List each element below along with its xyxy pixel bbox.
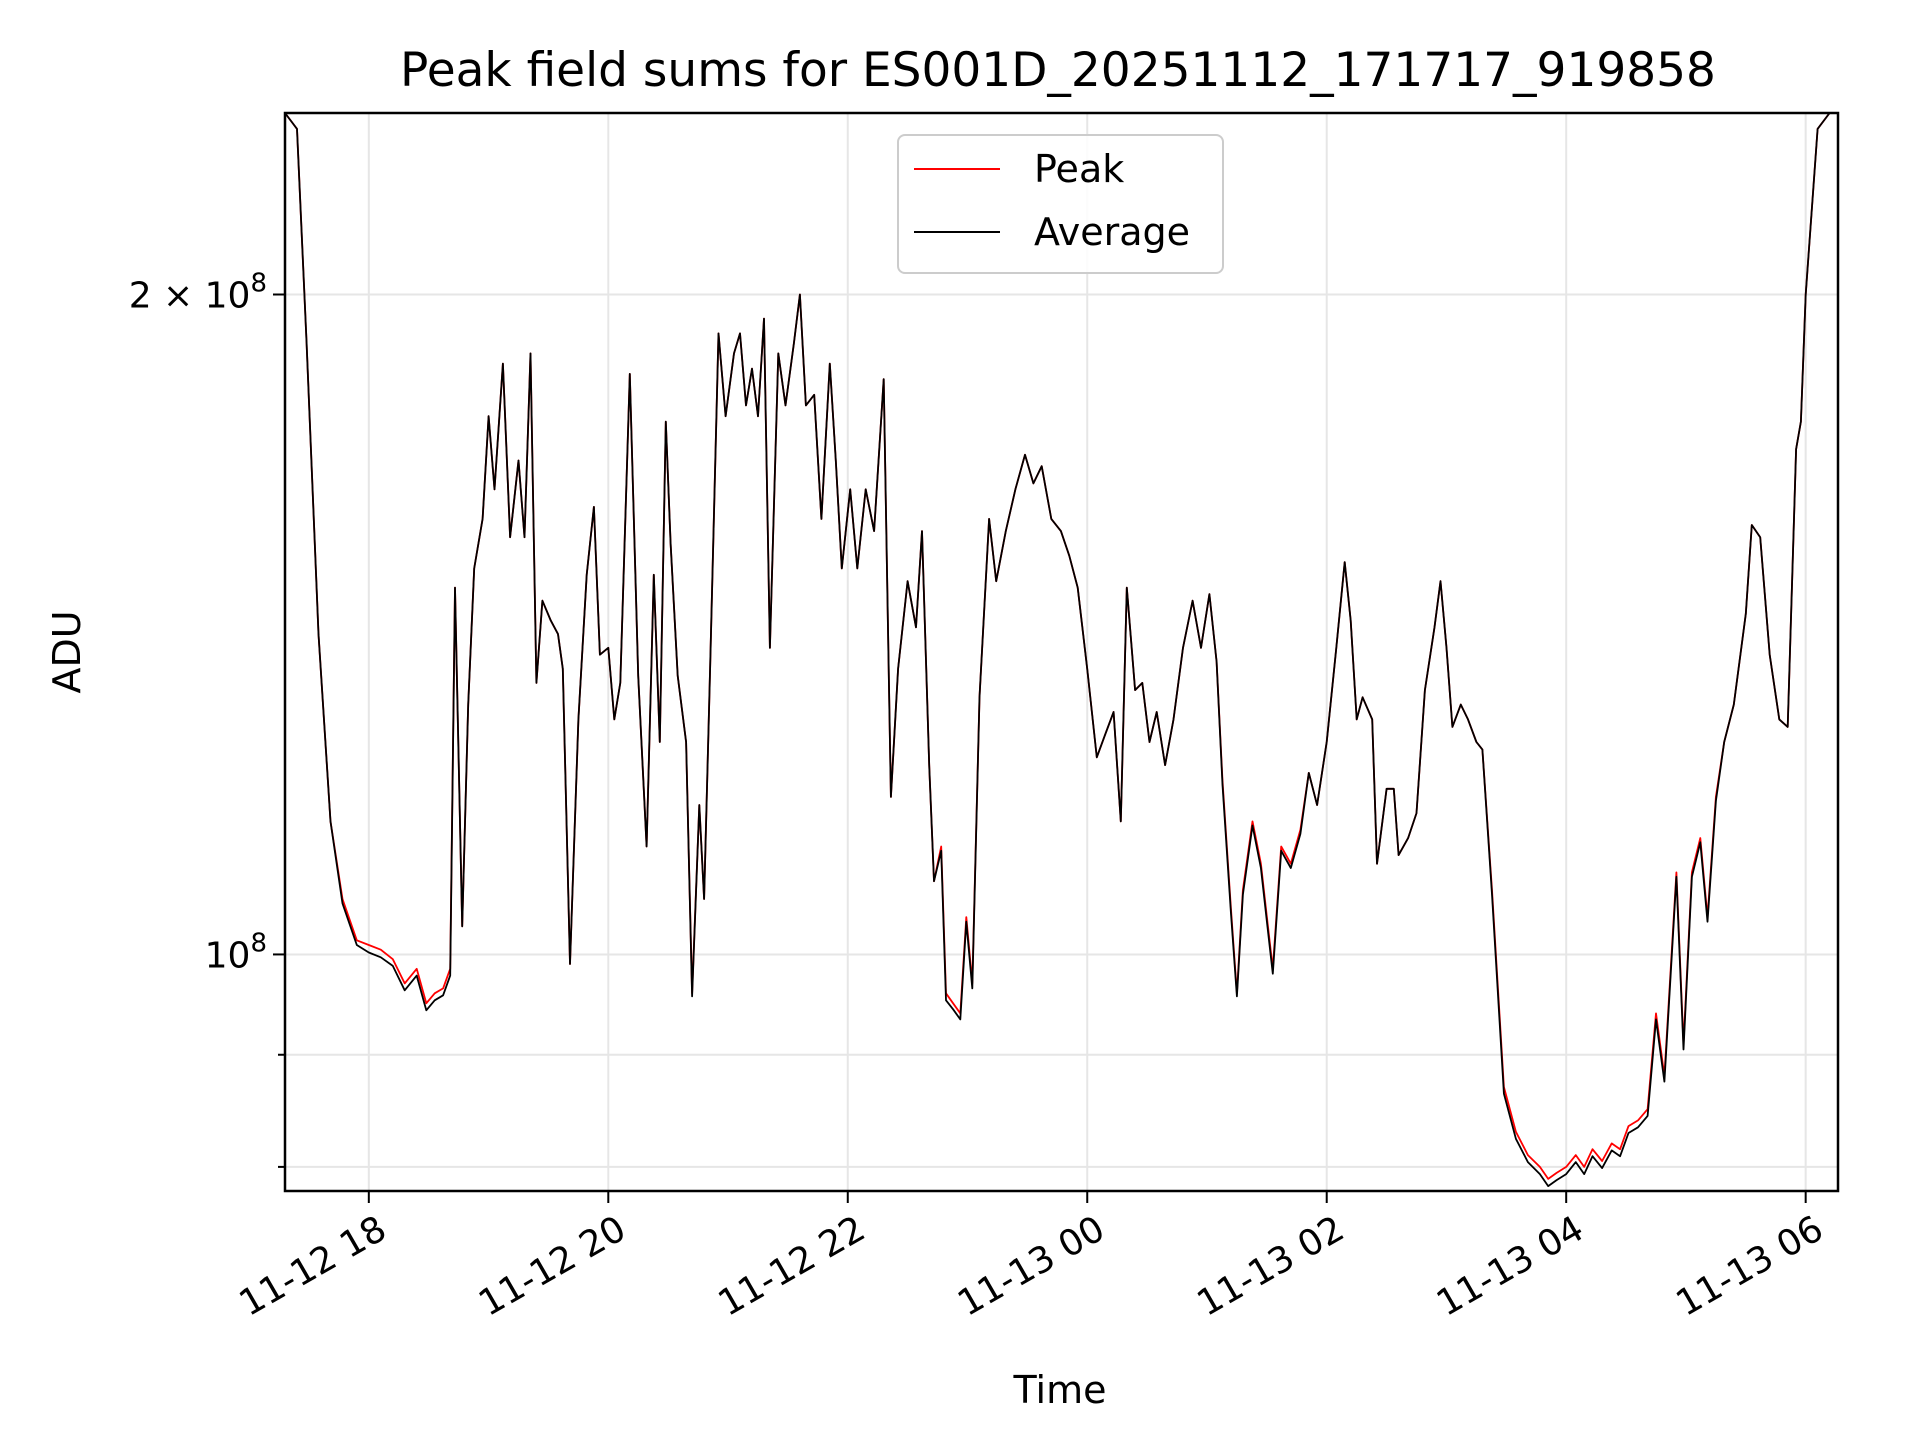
y-axis-label: ADU bbox=[45, 610, 89, 693]
series-line-average bbox=[284, 112, 1838, 1187]
series-layer bbox=[284, 112, 1838, 1187]
y-tick-label: 108 bbox=[205, 928, 267, 976]
y-tick-label-mantissa: 10 bbox=[205, 935, 251, 976]
x-axis-label: Time bbox=[1013, 1368, 1107, 1412]
legend-label-peak: Peak bbox=[1034, 147, 1124, 191]
chart-title: Peak field sums for ES001D_20251112_1717… bbox=[400, 43, 1716, 98]
legend-label-average: Average bbox=[1034, 210, 1190, 254]
plot-area-frame bbox=[283, 111, 1840, 1193]
y-tick-label-exponent: 8 bbox=[250, 268, 267, 298]
y-tick-label: 2 × 108 bbox=[129, 268, 267, 316]
y-tick-label-exponent: 8 bbox=[250, 928, 267, 958]
legend: Peak Average bbox=[897, 134, 1224, 274]
y-tick-label-mantissa: 2 × 10 bbox=[129, 275, 251, 316]
